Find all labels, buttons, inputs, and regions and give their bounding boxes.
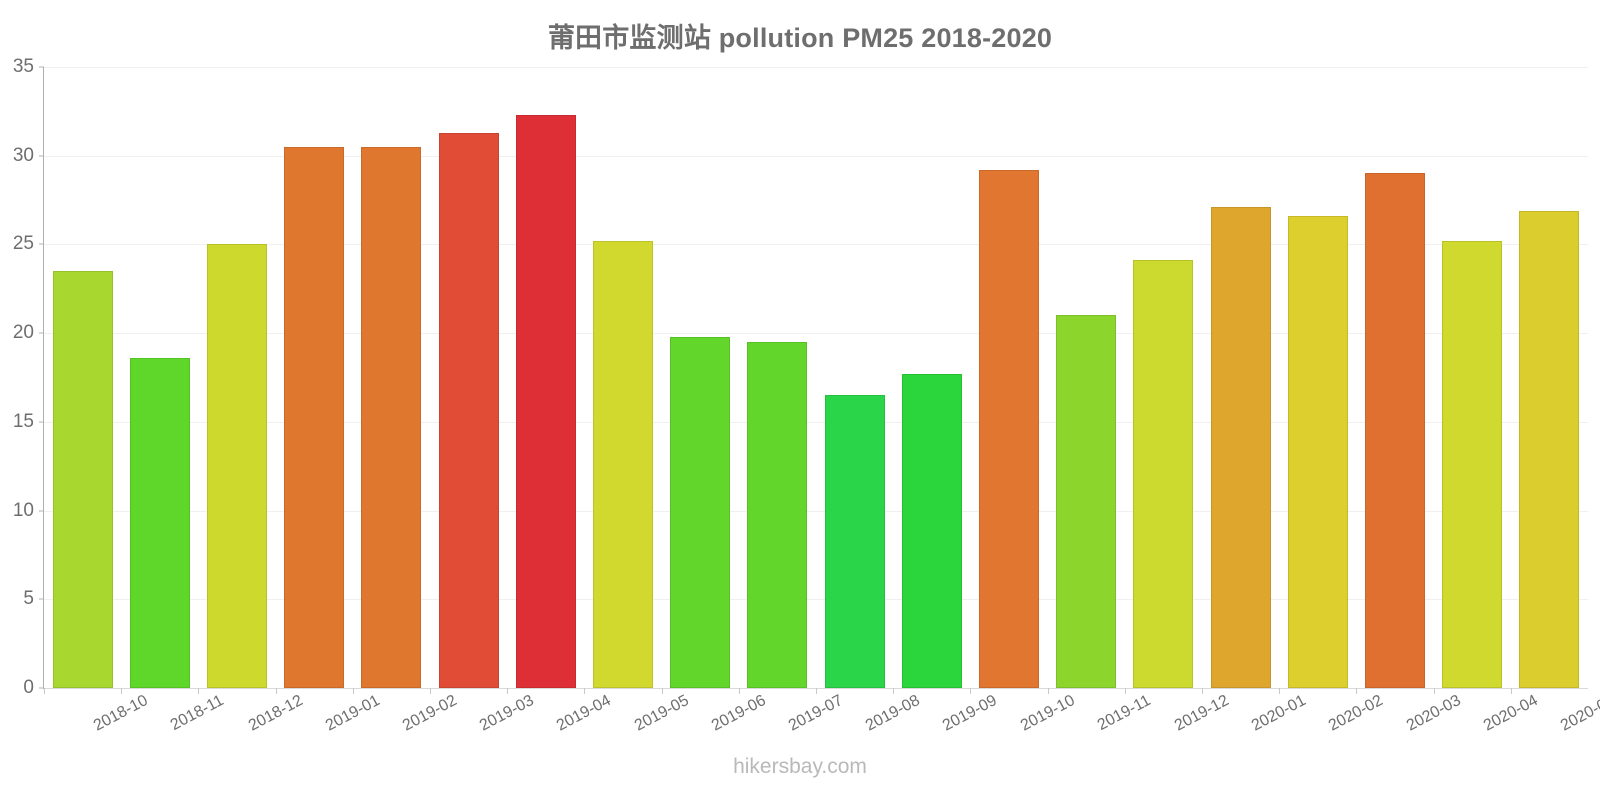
y-axis-tick-mark — [39, 687, 44, 689]
bar[interactable] — [593, 240, 653, 688]
bar[interactable] — [52, 271, 113, 688]
y-axis-tick-label: 15 — [12, 410, 34, 432]
gridline — [44, 155, 1588, 157]
x-axis-tick-label: 2019-05 — [631, 692, 692, 735]
x-axis-tick-mark — [1047, 688, 1049, 694]
gridline — [44, 333, 1588, 335]
bar[interactable] — [1133, 260, 1194, 688]
x-axis-tick-mark — [1433, 688, 1435, 694]
x-axis-tick-label: 2020-02 — [1326, 692, 1387, 735]
y-axis-tick-mark — [39, 510, 44, 512]
x-axis-tick-label: 2020-04 — [1480, 692, 1541, 735]
bar[interactable] — [1442, 240, 1503, 688]
x-axis-tick-mark — [352, 688, 354, 694]
bar[interactable] — [901, 373, 962, 688]
y-axis-tick-label: 25 — [12, 233, 34, 255]
gridline — [44, 67, 1588, 68]
bar[interactable] — [747, 342, 808, 688]
x-axis-tick-mark — [1124, 688, 1126, 694]
x-axis-tick-label: 2018-10 — [91, 692, 151, 735]
x-axis-tick-mark — [430, 688, 431, 694]
x-axis-tick-mark — [1510, 688, 1512, 694]
bar[interactable] — [1287, 216, 1348, 688]
bar[interactable] — [1365, 173, 1425, 688]
gridline — [44, 421, 1588, 423]
bar[interactable] — [1210, 207, 1271, 688]
bar[interactable] — [515, 114, 576, 688]
x-axis-tick-label: 2018-12 — [245, 692, 306, 735]
x-axis-tick-mark — [198, 688, 200, 694]
x-axis-tick-label: 2019-10 — [1017, 692, 1078, 735]
x-axis-tick-mark — [1356, 688, 1358, 694]
gridline — [44, 510, 1588, 512]
y-axis-tick-mark — [39, 332, 44, 334]
y-axis-tick-mark — [39, 66, 44, 68]
x-axis-tick-mark — [738, 688, 740, 694]
bar[interactable] — [670, 336, 731, 688]
bar[interactable] — [1056, 315, 1117, 688]
x-axis-tick-label: 2020-01 — [1249, 692, 1309, 735]
x-axis-tick-mark — [816, 688, 817, 694]
bar[interactable] — [284, 146, 345, 688]
y-axis-tick-mark — [39, 155, 44, 157]
y-axis-tick-mark — [39, 243, 44, 245]
x-axis-tick-label: 2018-11 — [168, 692, 227, 735]
gridline — [44, 244, 1588, 246]
y-axis-tick-label: 10 — [12, 499, 34, 521]
x-axis-tick-label: 2019-08 — [863, 692, 923, 735]
x-axis-tick-label: 2019-01 — [322, 692, 383, 735]
y-axis-tick-mark — [39, 421, 44, 423]
chart-title: 莆田市监测站 pollution PM25 2018-2020 — [547, 23, 1053, 53]
x-axis-tick-mark — [893, 688, 895, 694]
plot-area — [44, 67, 1588, 689]
y-axis-line — [43, 67, 44, 689]
x-axis-tick-label: 2020-05 — [1557, 692, 1600, 735]
y-axis-tick-mark — [39, 598, 44, 600]
x-axis-tick-label: 2019-02 — [399, 692, 460, 735]
x-axis-tick-mark — [584, 688, 586, 694]
x-axis-tick-mark — [507, 688, 509, 694]
y-axis-tick-label: 5 — [23, 588, 34, 610]
y-axis-tick-label: 30 — [12, 144, 34, 166]
x-axis-tick-mark — [1202, 688, 1203, 694]
x-axis-tick-label: 2019-07 — [785, 692, 846, 735]
x-axis-tick-mark — [1279, 688, 1281, 694]
bar[interactable] — [129, 357, 190, 688]
bar[interactable] — [361, 146, 422, 688]
x-axis-tick-label: 2019-06 — [708, 692, 769, 735]
bar[interactable] — [824, 395, 885, 688]
x-axis-tick-mark — [970, 688, 972, 694]
y-axis-tick-label: 0 — [23, 677, 34, 698]
bar[interactable] — [207, 244, 267, 688]
source-watermark: hikersbay.com — [733, 755, 867, 778]
gridline — [44, 599, 1588, 601]
bar[interactable] — [1519, 210, 1580, 688]
y-axis-tick-label: 20 — [12, 322, 34, 344]
x-axis-tick-mark — [661, 688, 663, 694]
x-axis-tick-mark — [275, 688, 277, 694]
y-axis-tick-label: 35 — [12, 56, 34, 77]
x-axis-tick-label: 2019-11 — [1094, 692, 1154, 735]
x-axis-tick-label: 2019-12 — [1171, 692, 1232, 735]
x-axis-tick-mark — [121, 688, 123, 694]
bar[interactable] — [979, 169, 1039, 688]
x-axis-tick-label: 2019-03 — [477, 692, 537, 735]
x-axis-tick-label: 2020-03 — [1403, 692, 1464, 735]
x-axis-tick-label: 2019-09 — [940, 692, 1001, 735]
x-axis-tick-mark — [44, 688, 45, 694]
bar[interactable] — [438, 132, 499, 688]
x-axis-tick-label: 2019-04 — [554, 692, 615, 735]
